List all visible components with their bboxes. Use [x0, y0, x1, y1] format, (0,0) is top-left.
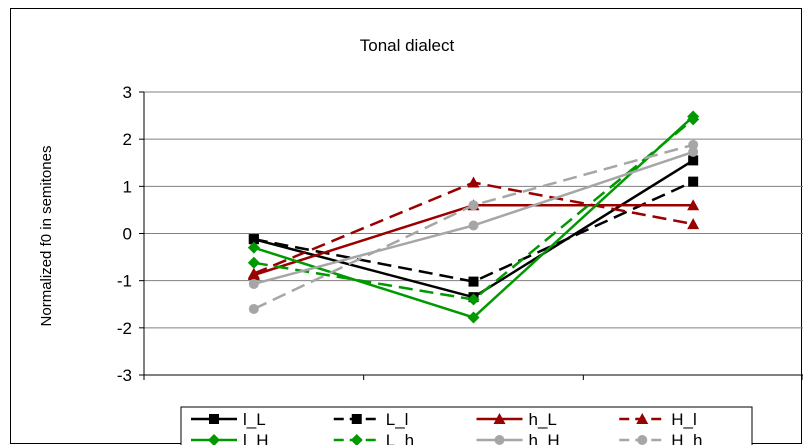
legend-item-H_h: H_h — [619, 431, 702, 445]
legend-label: H_h — [671, 431, 702, 445]
legend-item-L_l: L_l — [333, 410, 409, 429]
y-tick-label: 1 — [123, 177, 132, 196]
legend-label: L_h — [386, 431, 414, 445]
axis-layer: -3 -2 -1 0 1 2 3 — [117, 83, 803, 385]
legend-marker — [350, 434, 363, 445]
legend-item-h_L: h_L — [476, 410, 557, 429]
series-l_H — [247, 110, 700, 324]
data-point — [247, 256, 260, 269]
data-point — [688, 146, 699, 157]
legend-marker — [493, 413, 506, 424]
y-tick-label: 3 — [123, 83, 132, 102]
series-L_l — [248, 176, 699, 287]
legend-item-l_H: l_H — [191, 431, 269, 445]
legend-item-h_H: h_H — [476, 431, 560, 445]
data-point — [688, 176, 699, 187]
series-line — [253, 203, 694, 277]
data-point — [468, 276, 479, 287]
data-point — [247, 241, 260, 254]
y-tick-label: 0 — [123, 225, 132, 244]
legend-marker — [351, 414, 362, 424]
data-point — [467, 176, 480, 188]
legend-marker — [637, 435, 648, 445]
data-point — [248, 303, 259, 314]
legend-label: l_H — [243, 431, 269, 445]
series-L_h — [247, 113, 700, 306]
legend-item-l_L: l_L — [191, 410, 266, 429]
legend: l_L L_l h_L H_l l_H L_h h_H H_h — [180, 406, 753, 445]
legend-label: h_H — [529, 431, 560, 445]
series-layer — [247, 110, 700, 324]
legend-item-H_l: H_l — [619, 410, 697, 429]
legend-box — [180, 406, 753, 445]
legend-marker — [208, 434, 220, 445]
data-point — [468, 220, 479, 231]
legend-marker — [209, 414, 219, 424]
data-point — [248, 234, 259, 245]
data-point — [687, 113, 700, 126]
y-axis-label: Normalized f0 in semitones — [38, 146, 55, 327]
data-point — [467, 311, 480, 324]
data-point — [687, 218, 700, 230]
series-H_h — [248, 139, 699, 314]
legend-item-L_h: L_h — [333, 431, 414, 445]
series-line — [253, 150, 694, 286]
chart-title: Tonal dialect — [360, 36, 455, 55]
series-line — [253, 115, 695, 319]
legend-label: H_l — [671, 410, 697, 429]
legend-label: l_L — [243, 410, 266, 429]
legend-label: L_l — [386, 410, 409, 429]
series-H_l — [247, 176, 700, 279]
data-point — [688, 139, 699, 150]
y-tick-label: 2 — [123, 130, 132, 149]
y-tick-label: -1 — [117, 272, 132, 291]
data-point — [688, 155, 699, 166]
data-point — [467, 293, 480, 306]
data-point — [687, 199, 700, 211]
y-tick-label: -2 — [117, 319, 132, 338]
series-h_H — [248, 146, 699, 289]
data-point — [247, 267, 260, 279]
data-point — [468, 200, 479, 211]
y-tick-label: -3 — [117, 366, 132, 385]
data-point — [248, 278, 259, 289]
legend-label: h_L — [529, 410, 557, 429]
line-chart: Tonal dialect Normalized f0 in semitones… — [38, 36, 803, 445]
legend-marker — [636, 413, 649, 424]
chart-frame: Tonal dialect Normalized f0 in semitones… — [10, 8, 803, 445]
legend-marker — [494, 435, 505, 445]
